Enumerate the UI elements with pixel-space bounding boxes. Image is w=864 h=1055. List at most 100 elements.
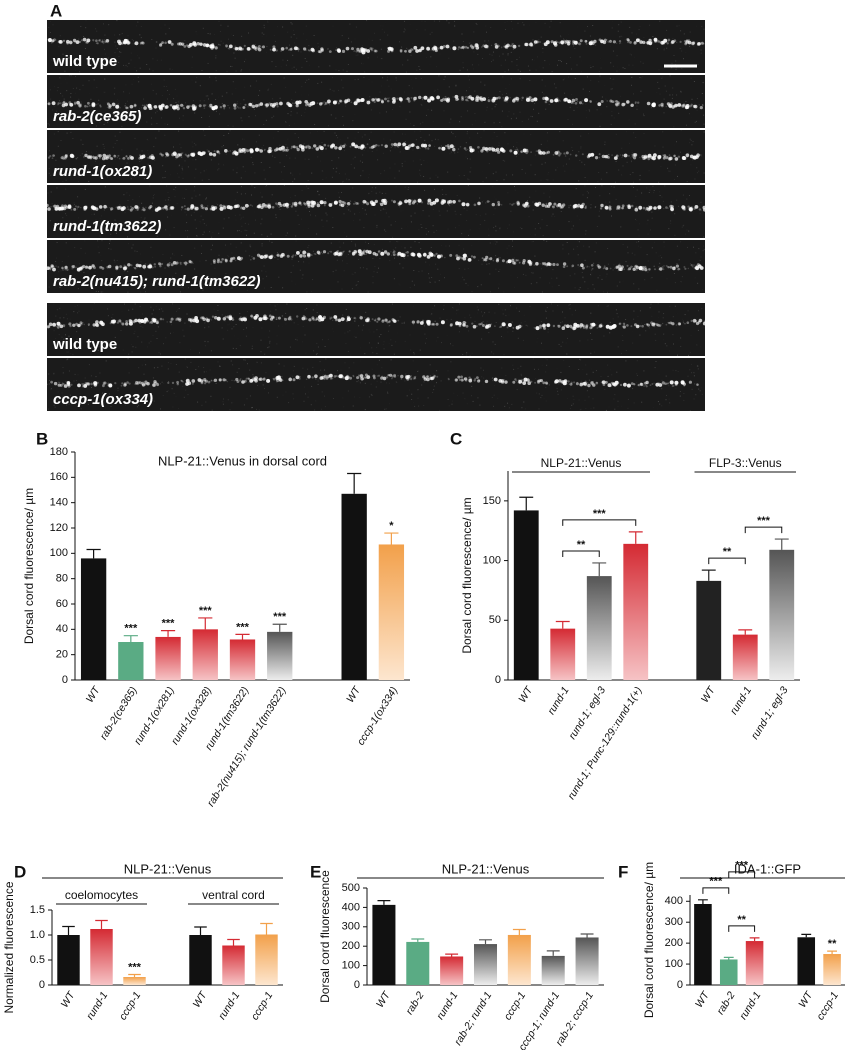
noise bbox=[672, 98, 673, 99]
noise bbox=[569, 221, 570, 222]
noise bbox=[426, 234, 427, 235]
noise bbox=[493, 243, 494, 244]
noise bbox=[156, 123, 157, 124]
noise bbox=[333, 271, 334, 272]
noise bbox=[277, 206, 278, 207]
noise bbox=[346, 179, 347, 180]
noise bbox=[126, 192, 127, 193]
noise bbox=[482, 264, 483, 265]
fluorescent-punctum bbox=[288, 49, 290, 51]
noise bbox=[376, 225, 377, 226]
noise bbox=[129, 63, 130, 64]
noise bbox=[161, 264, 162, 265]
noise bbox=[588, 288, 589, 289]
fluorescent-punctum bbox=[662, 267, 663, 268]
fluorescent-punctum bbox=[208, 150, 210, 152]
fluorescent-punctum bbox=[114, 42, 115, 43]
noise bbox=[474, 113, 475, 114]
noise bbox=[391, 225, 392, 226]
noise bbox=[132, 84, 133, 85]
noise bbox=[434, 146, 435, 147]
fluorescent-punctum bbox=[512, 261, 515, 264]
noise bbox=[513, 146, 514, 147]
fluorescent-punctum bbox=[161, 154, 164, 157]
noise bbox=[79, 89, 80, 90]
noise bbox=[630, 174, 631, 175]
noise bbox=[165, 177, 166, 178]
noise bbox=[644, 115, 645, 116]
fluorescent-punctum bbox=[91, 264, 94, 267]
noise bbox=[181, 255, 182, 256]
noise bbox=[159, 34, 160, 35]
noise bbox=[200, 222, 201, 223]
noise bbox=[644, 279, 645, 280]
noise bbox=[336, 135, 337, 136]
noise bbox=[504, 132, 505, 133]
fluorescent-punctum bbox=[545, 97, 549, 101]
fluorescent-punctum bbox=[542, 98, 544, 100]
fluorescent-punctum bbox=[575, 102, 578, 105]
noise bbox=[347, 71, 348, 72]
noise bbox=[146, 122, 147, 123]
noise bbox=[50, 175, 51, 176]
noise bbox=[698, 64, 699, 65]
fluorescent-punctum bbox=[502, 259, 505, 262]
fluorescent-punctum bbox=[684, 323, 686, 325]
noise bbox=[409, 85, 410, 86]
fluorescent-punctum bbox=[286, 102, 290, 106]
noise bbox=[79, 71, 80, 72]
noise bbox=[698, 171, 699, 172]
fluorescent-punctum bbox=[197, 42, 200, 45]
noise bbox=[657, 48, 658, 49]
noise bbox=[375, 187, 376, 188]
fluorescent-punctum bbox=[148, 104, 152, 108]
noise bbox=[639, 179, 640, 180]
noise bbox=[691, 140, 692, 141]
noise bbox=[317, 156, 318, 157]
noise bbox=[530, 165, 531, 166]
fluorescent-punctum bbox=[576, 42, 577, 43]
noise bbox=[491, 61, 492, 62]
noise bbox=[64, 262, 65, 263]
fluorescent-punctum bbox=[158, 105, 161, 108]
noise bbox=[512, 174, 513, 175]
noise bbox=[494, 196, 495, 197]
noise bbox=[113, 97, 114, 98]
noise bbox=[369, 139, 370, 140]
noise bbox=[471, 245, 472, 246]
noise bbox=[399, 284, 400, 285]
noise bbox=[304, 112, 305, 113]
fluorescent-punctum bbox=[503, 46, 505, 48]
noise bbox=[266, 46, 267, 47]
noise bbox=[666, 30, 667, 31]
noise bbox=[532, 116, 533, 117]
fluorescent-punctum bbox=[526, 152, 528, 154]
noise bbox=[265, 186, 266, 187]
noise bbox=[179, 165, 180, 166]
fluorescent-punctum bbox=[53, 38, 56, 41]
noise bbox=[493, 60, 494, 61]
noise bbox=[233, 53, 234, 54]
noise bbox=[318, 202, 319, 203]
noise bbox=[411, 216, 412, 217]
fluorescent-punctum bbox=[212, 316, 214, 318]
noise bbox=[509, 97, 510, 98]
fluorescent-punctum bbox=[458, 48, 460, 50]
noise bbox=[200, 100, 201, 101]
noise bbox=[671, 201, 672, 202]
fluorescent-punctum bbox=[460, 146, 461, 147]
noise bbox=[335, 103, 336, 104]
fluorescent-punctum bbox=[408, 50, 411, 53]
fluorescent-punctum bbox=[187, 108, 189, 110]
noise bbox=[267, 21, 268, 22]
noise bbox=[493, 227, 494, 228]
noise bbox=[331, 243, 332, 244]
noise bbox=[613, 51, 614, 52]
noise bbox=[488, 40, 489, 41]
fluorescent-punctum bbox=[134, 267, 136, 269]
fluorescent-punctum bbox=[277, 105, 279, 107]
noise bbox=[185, 102, 186, 103]
fluorescent-punctum bbox=[400, 50, 403, 53]
fluorescent-punctum bbox=[647, 102, 651, 106]
fluorescent-punctum bbox=[304, 100, 308, 104]
